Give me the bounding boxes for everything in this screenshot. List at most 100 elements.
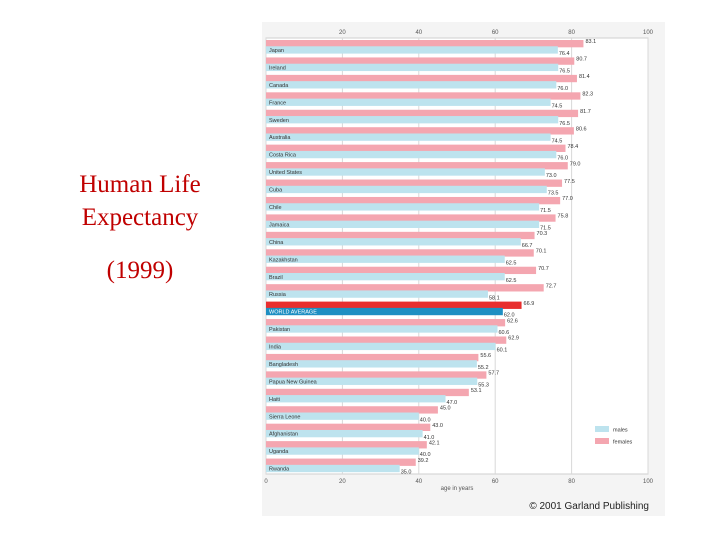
value-label-male: 60.1 [497,348,508,354]
value-label-male: 60.6 [498,330,509,336]
bar-female [266,57,575,65]
value-label-male: 73.5 [548,191,559,197]
bar-male [266,342,496,351]
value-label-female: 43.0 [432,423,443,429]
value-label-male: 73.0 [546,173,557,179]
x-axis-label: age in years [441,486,474,492]
value-label-female: 70.3 [537,231,548,237]
chart-panel: 0 20 40 60 80 100 20 40 60 80 100 age in years Japan… [262,22,665,516]
value-label-female: 42.1 [429,440,440,446]
title-line-2: Expectancy [81,204,199,231]
category-label: Uganda [269,449,289,455]
category-label: Canada [269,83,289,89]
value-label-female: 70.1 [536,249,547,255]
value-label-male: 55.3 [478,382,489,388]
bar-male [266,447,419,455]
x-tick-label-top: 40 [415,30,422,36]
bar-male [266,150,557,159]
slide-title: Human Life Expectancy (1999) [40,168,240,287]
value-label-female: 78.4 [567,144,578,150]
bar-female [266,371,487,379]
bar-male [266,220,540,229]
x-tick-label-bottom: 0 [264,479,268,485]
category-label: Costa Rica [269,153,297,159]
legend-label: females [613,440,633,446]
bar-female [266,127,574,135]
bar-male [266,185,547,194]
x-tick-label-bottom: 100 [643,479,654,485]
value-label-male: 40.0 [420,452,431,458]
value-label-female: 45.0 [440,405,451,411]
category-label: Kazakhstan [269,257,298,263]
value-label-male: 76.0 [557,86,568,92]
category-label: Sweden [269,118,289,124]
category-label: Jamaica [269,222,290,228]
category-label: India [269,345,282,351]
bar-female [266,92,581,100]
bar-female [266,196,561,205]
value-label-female: 39.2 [418,458,429,464]
bar-female [266,458,416,466]
category-label: Chile [269,205,282,211]
bar-male [266,133,551,141]
value-label-male: 40.0 [420,417,431,423]
category-label: Ireland [269,65,286,71]
category-label: Japan [269,48,284,54]
value-label-female: 77.5 [564,179,575,185]
bar-male [266,46,558,54]
bar-male [266,255,505,263]
category-label: Rwanda [269,467,290,473]
value-label-male: 55.2 [478,365,489,371]
x-tick-label-top: 60 [492,30,499,36]
value-label-male: 76.4 [559,51,570,57]
value-label-male: 71.5 [540,208,551,214]
category-label: Sierra Leone [269,414,301,420]
bar-female [266,231,535,240]
value-label-male: 35.0 [401,470,412,476]
bar-female [266,388,469,397]
bar-male [266,98,551,106]
value-label-female: 83.1 [585,39,596,45]
bar-male [266,325,498,333]
value-label-male: 76.5 [559,69,570,75]
value-label-female: 79.0 [570,161,581,167]
value-label-male: 62.0 [504,313,515,319]
bar-female [266,301,522,309]
value-label-female: 70.7 [538,266,549,272]
value-label-female: 53.1 [471,388,482,394]
bar-female [266,214,556,222]
bar-male [266,307,503,316]
bar-female [266,249,534,257]
value-label-male: 71.5 [540,225,551,231]
category-label: Afghanistan [269,432,298,438]
title-line-1: Human Life [79,171,201,198]
bar-female [266,284,544,292]
bar-male [266,412,419,420]
category-label: WORLD AVERAGE [269,310,317,316]
value-label-female: 55.6 [480,353,491,359]
bar-male [266,168,545,176]
value-label-female: 62.6 [507,318,518,324]
bar-male [266,203,540,211]
bar-male [266,377,478,385]
bar-male [266,290,488,298]
value-label-female: 75.8 [558,214,569,220]
bar-male [266,116,559,124]
value-label-male: 62.5 [506,278,517,284]
category-label: Bangladesh [269,362,298,368]
value-label-female: 81.4 [579,74,590,80]
value-label-female: 72.7 [546,283,557,289]
x-tick-label-top: 20 [339,30,346,36]
category-label: Pakistan [269,327,290,333]
bar-male [266,272,505,281]
category-label: Australia [269,135,291,141]
value-label-female: 80.7 [576,57,587,63]
value-label-male: 76.5 [559,121,570,127]
bar-male [266,360,477,368]
x-tick-label-bottom: 40 [415,479,422,485]
bar-male [266,238,521,246]
bar-male [266,429,423,438]
category-label: Brazil [269,275,283,281]
category-label: France [269,100,286,106]
category-label: China [269,240,284,246]
